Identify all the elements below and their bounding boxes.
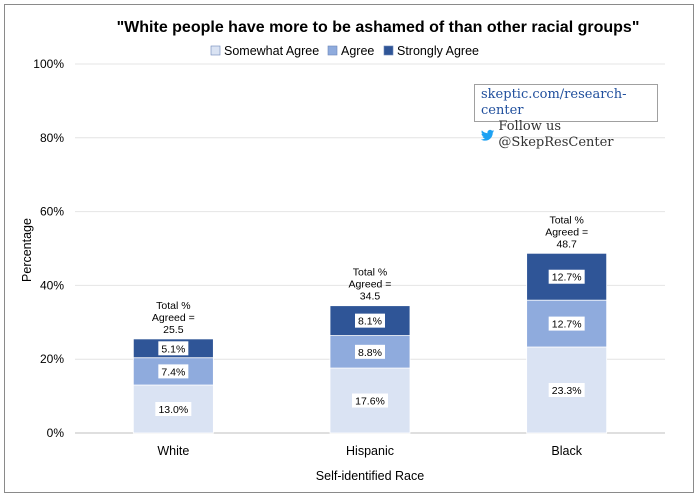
total-label: Total %: [353, 267, 387, 279]
data-label: 12.7%: [552, 319, 582, 331]
data-label-bg: [158, 364, 189, 379]
watermark-follow-text: Follow us @SkepResCenter: [498, 119, 614, 150]
legend-item: Agree: [327, 44, 374, 58]
legend: Somewhat Agree Agree Strongly Agree: [210, 44, 479, 58]
data-label: 8.8%: [358, 347, 382, 359]
data-label-bg: [158, 341, 189, 356]
x-tick-label: White: [157, 444, 189, 458]
x-axis-labels: White Hispanic Black: [157, 444, 582, 458]
watermark-site: skeptic.com/research-center: [481, 87, 627, 118]
data-label-bg: [352, 393, 388, 408]
y-tick-label: 60%: [40, 205, 64, 219]
y-tick-label: 100%: [33, 57, 64, 71]
data-label: 12.7%: [552, 272, 582, 284]
y-tick-label: 80%: [40, 131, 64, 145]
legend-item: Somewhat Agree: [210, 44, 319, 58]
total-label: Total %: [156, 300, 190, 312]
watermark-box: skeptic.com/research-center Follow us @S…: [474, 84, 658, 150]
y-tick-label: 20%: [40, 352, 64, 366]
legend-swatch: [327, 45, 338, 56]
watermark-follow-row: Follow us @SkepResCenter: [481, 119, 651, 151]
data-label: 7.4%: [161, 366, 185, 378]
data-label: 13.0%: [158, 404, 188, 416]
data-label-bg: [548, 383, 585, 398]
data-label-bg: [355, 344, 385, 359]
y-axis-ticks: 0% 20% 40% 60% 80% 100%: [33, 57, 64, 440]
total-label: Agreed =: [349, 279, 392, 291]
data-label: 23.3%: [552, 385, 582, 397]
bars: 13.0%7.4%5.1%Total %Agreed =25.517.6%8.8…: [132, 214, 608, 434]
data-label: 5.1%: [161, 343, 185, 355]
total-label: Total %: [549, 214, 583, 226]
y-tick-label: 0%: [47, 426, 65, 440]
x-tick-label: Hispanic: [346, 444, 394, 458]
x-tick-label: Black: [551, 444, 582, 458]
total-label: 48.7: [556, 238, 577, 250]
legend-label: Agree: [341, 44, 374, 58]
x-axis-title: Self-identified Race: [316, 469, 424, 483]
data-label: 8.1%: [358, 316, 382, 328]
total-label: Agreed =: [545, 226, 588, 238]
data-label-bg: [548, 269, 585, 284]
legend-swatch: [210, 45, 221, 56]
data-label-bg: [548, 316, 585, 331]
twitter-bird-icon: [481, 129, 495, 141]
y-tick-label: 40%: [40, 278, 64, 292]
y-axis-title: Percentage: [20, 218, 34, 282]
data-label-bg: [155, 402, 192, 417]
total-label: Agreed =: [152, 312, 195, 324]
legend-swatch: [383, 45, 394, 56]
legend-label: Strongly Agree: [397, 44, 479, 58]
total-label: 34.5: [360, 291, 381, 303]
legend-item: Strongly Agree: [383, 44, 479, 58]
legend-label: Somewhat Agree: [224, 44, 319, 58]
data-label-bg: [355, 313, 385, 328]
total-label: 25.5: [163, 324, 184, 336]
data-label: 17.6%: [355, 396, 385, 408]
chart-title: "White people have more to be ashamed of…: [117, 19, 640, 36]
